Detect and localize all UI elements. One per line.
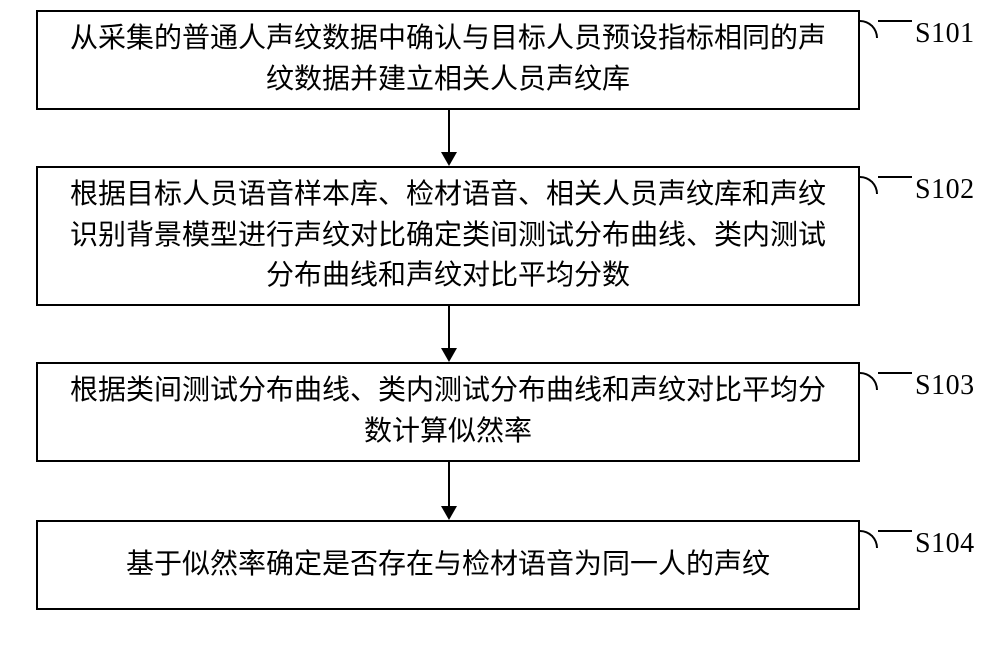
leader-curve	[860, 372, 878, 390]
arrow-head-icon	[441, 152, 457, 166]
flow-node-text: 从采集的普通人声纹数据中确认与目标人员预设指标相同的声纹数据并建立相关人员声纹库	[58, 19, 838, 100]
leader-line	[878, 20, 912, 22]
flow-node-s104: 基于似然率确定是否存在与检材语音为同一人的声纹	[36, 520, 860, 610]
step-label-s104: S104	[915, 528, 975, 560]
flow-node-text: 基于似然率确定是否存在与检材语音为同一人的声纹	[58, 545, 838, 586]
arrow-head-icon	[441, 348, 457, 362]
connector-s101-s102	[448, 110, 450, 152]
flow-node-text: 根据目标人员语音样本库、检材语音、相关人员声纹库和声纹识别背景模型进行声纹对比确…	[58, 175, 838, 297]
flowchart-canvas: 从采集的普通人声纹数据中确认与目标人员预设指标相同的声纹数据并建立相关人员声纹库…	[0, 0, 1000, 649]
leader-curve	[860, 530, 878, 548]
flow-node-s101: 从采集的普通人声纹数据中确认与目标人员预设指标相同的声纹数据并建立相关人员声纹库	[36, 10, 860, 110]
flow-node-text: 根据类间测试分布曲线、类内测试分布曲线和声纹对比平均分数计算似然率	[58, 371, 838, 452]
leader-curve	[860, 20, 878, 38]
step-label-s101: S101	[915, 18, 975, 50]
step-label-s103: S103	[915, 370, 975, 402]
connector-s102-s103	[448, 306, 450, 348]
flow-node-s102: 根据目标人员语音样本库、检材语音、相关人员声纹库和声纹识别背景模型进行声纹对比确…	[36, 166, 860, 306]
connector-s103-s104	[448, 462, 450, 506]
flow-node-s103: 根据类间测试分布曲线、类内测试分布曲线和声纹对比平均分数计算似然率	[36, 362, 860, 462]
step-label-s102: S102	[915, 174, 975, 206]
leader-line	[878, 530, 912, 532]
leader-line	[878, 372, 912, 374]
leader-curve	[860, 176, 878, 194]
arrow-head-icon	[441, 506, 457, 520]
leader-line	[878, 176, 912, 178]
